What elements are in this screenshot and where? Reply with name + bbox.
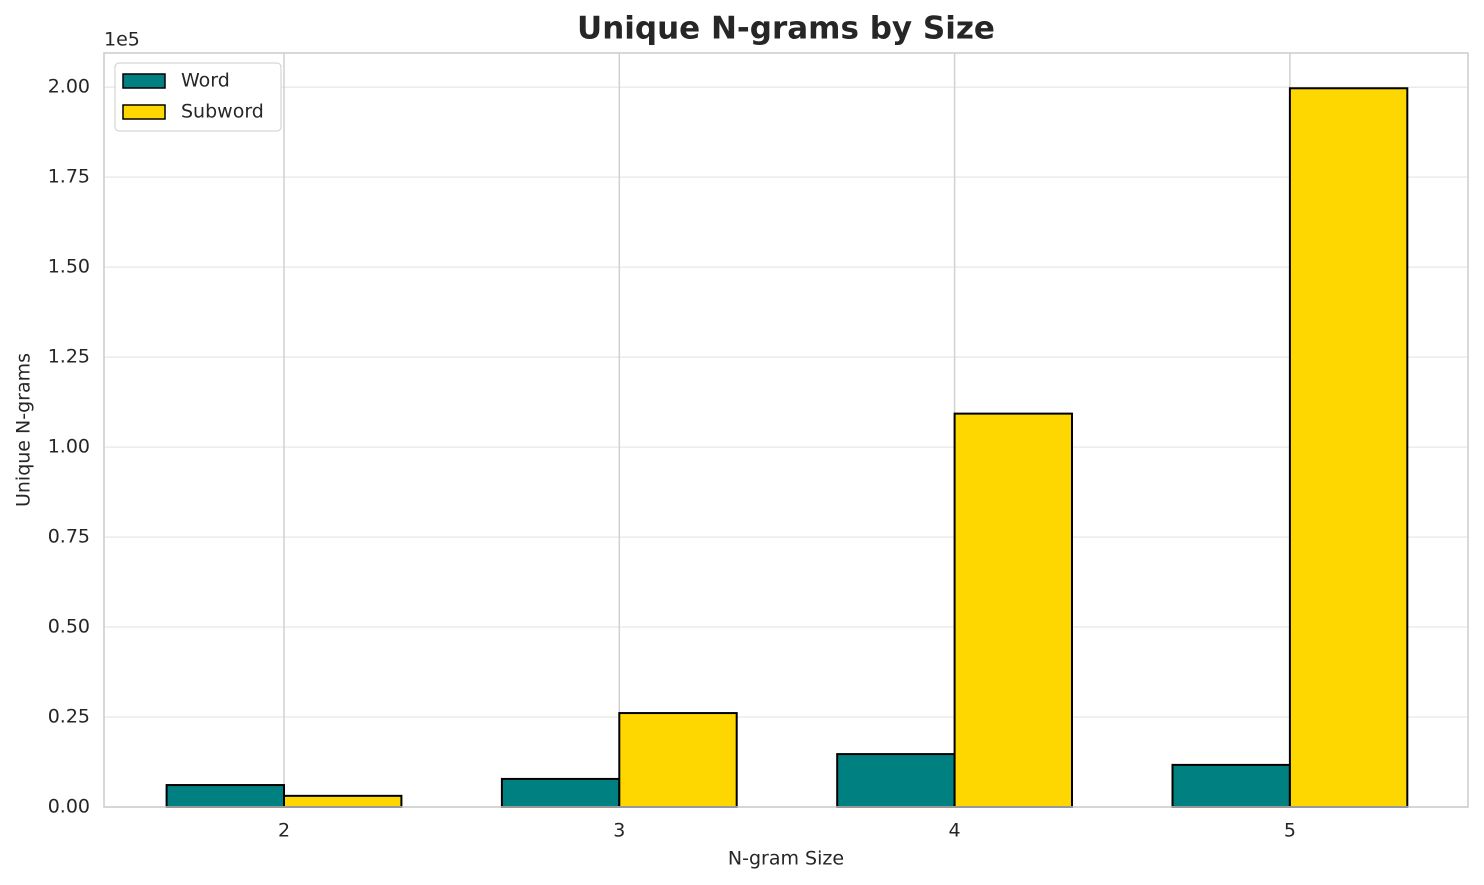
- y-tick-label: 1.00: [48, 436, 90, 458]
- y-tick-label: 0.75: [48, 526, 90, 548]
- x-tick-label: 2: [278, 820, 290, 842]
- bar: [1288, 87, 1409, 809]
- plot-frame: [103, 52, 1469, 808]
- bar: [165, 784, 286, 809]
- y-tick-label: 1.25: [48, 346, 90, 368]
- y-offset-label: 1e5: [104, 29, 140, 51]
- x-axis-label: N-gram Size: [728, 848, 844, 870]
- x-tick-label: 4: [949, 820, 961, 842]
- y-tick-label: 2.00: [48, 76, 90, 98]
- x-tick-label: 3: [613, 820, 625, 842]
- y-tick-label: 0.25: [48, 706, 90, 728]
- y-tick-label: 0.50: [48, 616, 90, 638]
- legend-label: Subword: [181, 101, 264, 123]
- y-tick-label: 0.00: [48, 796, 90, 818]
- chart-title: Unique N-grams by Size: [577, 11, 995, 47]
- x-tick-label: 5: [1284, 820, 1296, 842]
- legend-label: Word: [181, 70, 230, 92]
- bar: [836, 753, 956, 809]
- bar: [500, 777, 621, 808]
- bar: [618, 712, 738, 809]
- bar: [283, 794, 403, 808]
- y-tick-label: 1.75: [48, 166, 90, 188]
- bar: [953, 412, 1073, 808]
- y-axis-label: Unique N-grams: [13, 353, 35, 507]
- legend-swatch: [122, 73, 166, 89]
- y-tick-label: 1.50: [48, 256, 90, 278]
- bar: [1171, 763, 1291, 809]
- legend-swatch: [122, 104, 166, 120]
